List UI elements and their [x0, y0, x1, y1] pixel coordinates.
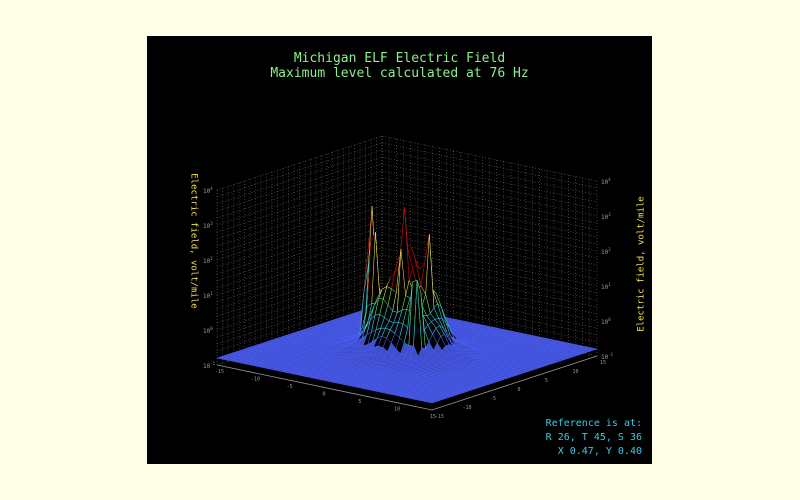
x-tick-label-left: 15 — [430, 414, 436, 420]
z-tick-label-right: 103 — [601, 212, 611, 221]
x-tick-label-left: -10 — [251, 377, 260, 383]
surface-plot: 10-110-1100100101101102102103103104104-1… — [203, 135, 614, 420]
x-tick-label-left: -15 — [215, 369, 224, 375]
surface-mesh — [216, 206, 598, 404]
x-tick-label-front: 5 — [545, 378, 548, 384]
x-tick-label-front: -5 — [490, 396, 496, 402]
x-tick-label-left: 5 — [358, 399, 361, 405]
reference-heading: Reference is at: — [545, 418, 642, 429]
z-tick-label-left: 103 — [203, 221, 213, 230]
z-tick-label-right: 10-1 — [601, 352, 614, 361]
reference-xy: X 0.47, Y 0.40 — [557, 446, 642, 457]
chart-subtitle: Maximum level calculated at 76 Hz — [270, 66, 529, 81]
surface-cell — [426, 400, 437, 404]
x-tick-label-front: -15 — [435, 414, 444, 420]
z-axis-label-right: Electric field, volt/mile — [636, 196, 647, 332]
z-tick-label-right: 102 — [601, 247, 611, 256]
reference-rts: R 26, T 45, S 36 — [545, 432, 642, 443]
z-tick-label-left: 104 — [203, 186, 213, 195]
x-tick-label-front: 10 — [573, 369, 579, 375]
x-tick-label-left: -5 — [287, 384, 293, 390]
z-tick-label-left: 10-1 — [203, 361, 216, 370]
chart-title: Michigan ELF Electric Field — [293, 51, 506, 66]
z-tick-label-left: 102 — [203, 256, 213, 265]
z-tick-label-right: 101 — [601, 282, 611, 291]
z-tick-label-right: 104 — [601, 177, 611, 186]
x-tick-label-left: 0 — [323, 392, 326, 398]
z-axis-label-left: Electric field, volt/mile — [188, 173, 199, 309]
x-tick-label-left: 10 — [394, 407, 400, 413]
x-tick-label-front: 0 — [518, 387, 521, 393]
z-tick-label-right: 100 — [601, 317, 611, 326]
chart-panel: Michigan ELF Electric Field Maximum leve… — [147, 36, 652, 464]
x-tick-label-front: -10 — [463, 405, 472, 411]
z-tick-label-left: 100 — [203, 326, 213, 335]
z-tick-label-left: 101 — [203, 291, 213, 300]
x-tick-label-front: 15 — [600, 360, 606, 366]
